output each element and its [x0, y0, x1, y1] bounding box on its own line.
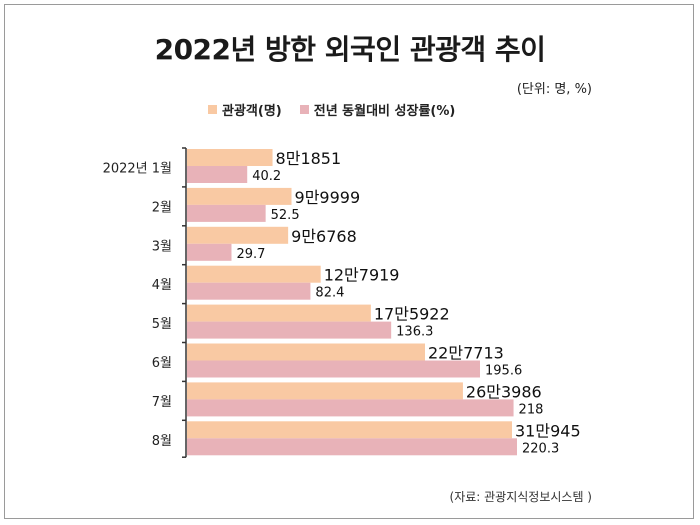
data-label-tourists: 12만7919: [324, 266, 400, 285]
category-label: 7월: [152, 395, 172, 410]
category-label: 3월: [152, 239, 172, 254]
data-label-growth: 220.3: [522, 441, 559, 456]
bar-growth: [187, 282, 311, 300]
data-label-tourists: 9만9999: [295, 188, 361, 207]
bar-tourists: [187, 226, 289, 244]
bar-tourists: [187, 265, 321, 283]
category-label: 8월: [152, 434, 172, 449]
data-label-growth: 29.7: [236, 247, 265, 262]
category-label: 6월: [152, 356, 172, 371]
chart-frame: [4, 4, 694, 519]
data-label-tourists: 26만3986: [466, 382, 542, 401]
data-label-tourists: 31만945: [515, 421, 581, 440]
data-label-tourists: 8만1851: [276, 149, 342, 168]
data-label-growth: 136.3: [396, 325, 433, 340]
data-label-tourists: 9만6768: [291, 227, 357, 246]
data-label-growth: 195.6: [485, 364, 522, 379]
category-label: 2022년 1월: [103, 161, 172, 176]
category-label: 5월: [152, 317, 172, 332]
bar-tourists: [187, 382, 463, 400]
bar-growth: [187, 360, 481, 378]
legend-swatch-growth: [299, 105, 309, 114]
bar-growth: [187, 399, 514, 417]
bar-growth: [187, 438, 517, 456]
unit-note: (단위: 명, %): [516, 82, 592, 97]
bar-growth: [187, 321, 392, 339]
category-label: 2월: [152, 200, 172, 215]
bar-growth: [187, 243, 232, 261]
data-label-growth: 218: [519, 402, 544, 417]
legend: 관광객(명) 전년 동월대비 성장률(%): [208, 100, 473, 119]
bar-tourists: [187, 343, 426, 361]
legend-item-tourists: 관광객(명): [208, 100, 282, 119]
legend-label-tourists: 관광객(명): [222, 104, 282, 119]
legend-item-growth: 전년 동월대비 성장률(%): [299, 100, 456, 119]
bar-tourists: [187, 304, 371, 322]
data-label-growth: 82.4: [315, 286, 344, 301]
bar-tourists: [187, 149, 273, 166]
bar-growth: [187, 204, 266, 222]
data-label-growth: 52.5: [271, 208, 300, 223]
legend-label-growth: 전년 동월대비 성장률(%): [313, 104, 456, 119]
data-label-tourists: 22만7713: [428, 344, 504, 363]
category-label: 4월: [152, 278, 172, 293]
data-label-growth: 40.2: [252, 169, 281, 184]
bar-growth: [187, 166, 248, 183]
bar-tourists: [187, 187, 292, 205]
legend-swatch-tourists: [208, 105, 217, 114]
chart-title: 2022년 방한 외국인 관광객 추이: [154, 33, 546, 66]
bar-tourists: [187, 421, 512, 439]
data-label-tourists: 17만5922: [374, 305, 450, 324]
source-note: (자료: 관광지식정보시스템 ): [449, 490, 592, 504]
